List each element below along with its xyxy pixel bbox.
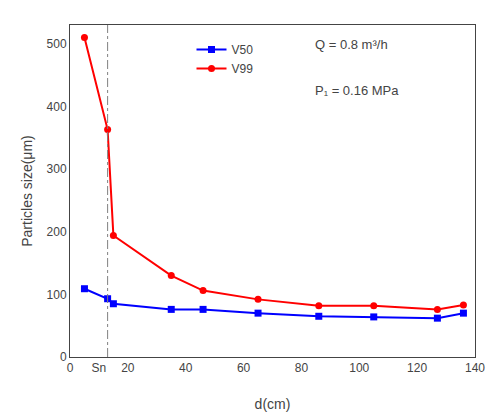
svg-text:0: 0 — [60, 350, 67, 364]
svg-text:40: 40 — [179, 361, 193, 375]
svg-text:300: 300 — [47, 162, 67, 176]
svg-text:60: 60 — [237, 361, 251, 375]
svg-text:140: 140 — [465, 361, 485, 375]
svg-text:P₁ = 0.16 MPa: P₁ = 0.16 MPa — [315, 83, 399, 98]
svg-text:500: 500 — [47, 37, 67, 51]
svg-text:100: 100 — [47, 288, 67, 302]
svg-text:Sn: Sn — [92, 361, 107, 375]
svg-text:20: 20 — [121, 361, 135, 375]
svg-text:V99: V99 — [232, 62, 254, 76]
svg-text:120: 120 — [407, 361, 427, 375]
svg-text:V50: V50 — [232, 43, 254, 57]
svg-text:400: 400 — [47, 100, 67, 114]
svg-text:80: 80 — [295, 361, 309, 375]
svg-text:0: 0 — [67, 361, 74, 375]
svg-text:200: 200 — [47, 225, 67, 239]
svg-text:d(cm): d(cm) — [255, 396, 291, 412]
svg-text:Q = 0.8 m³/h: Q = 0.8 m³/h — [315, 37, 388, 52]
svg-text:Particles size(μm): Particles size(μm) — [19, 135, 35, 247]
svg-text:100: 100 — [349, 361, 369, 375]
